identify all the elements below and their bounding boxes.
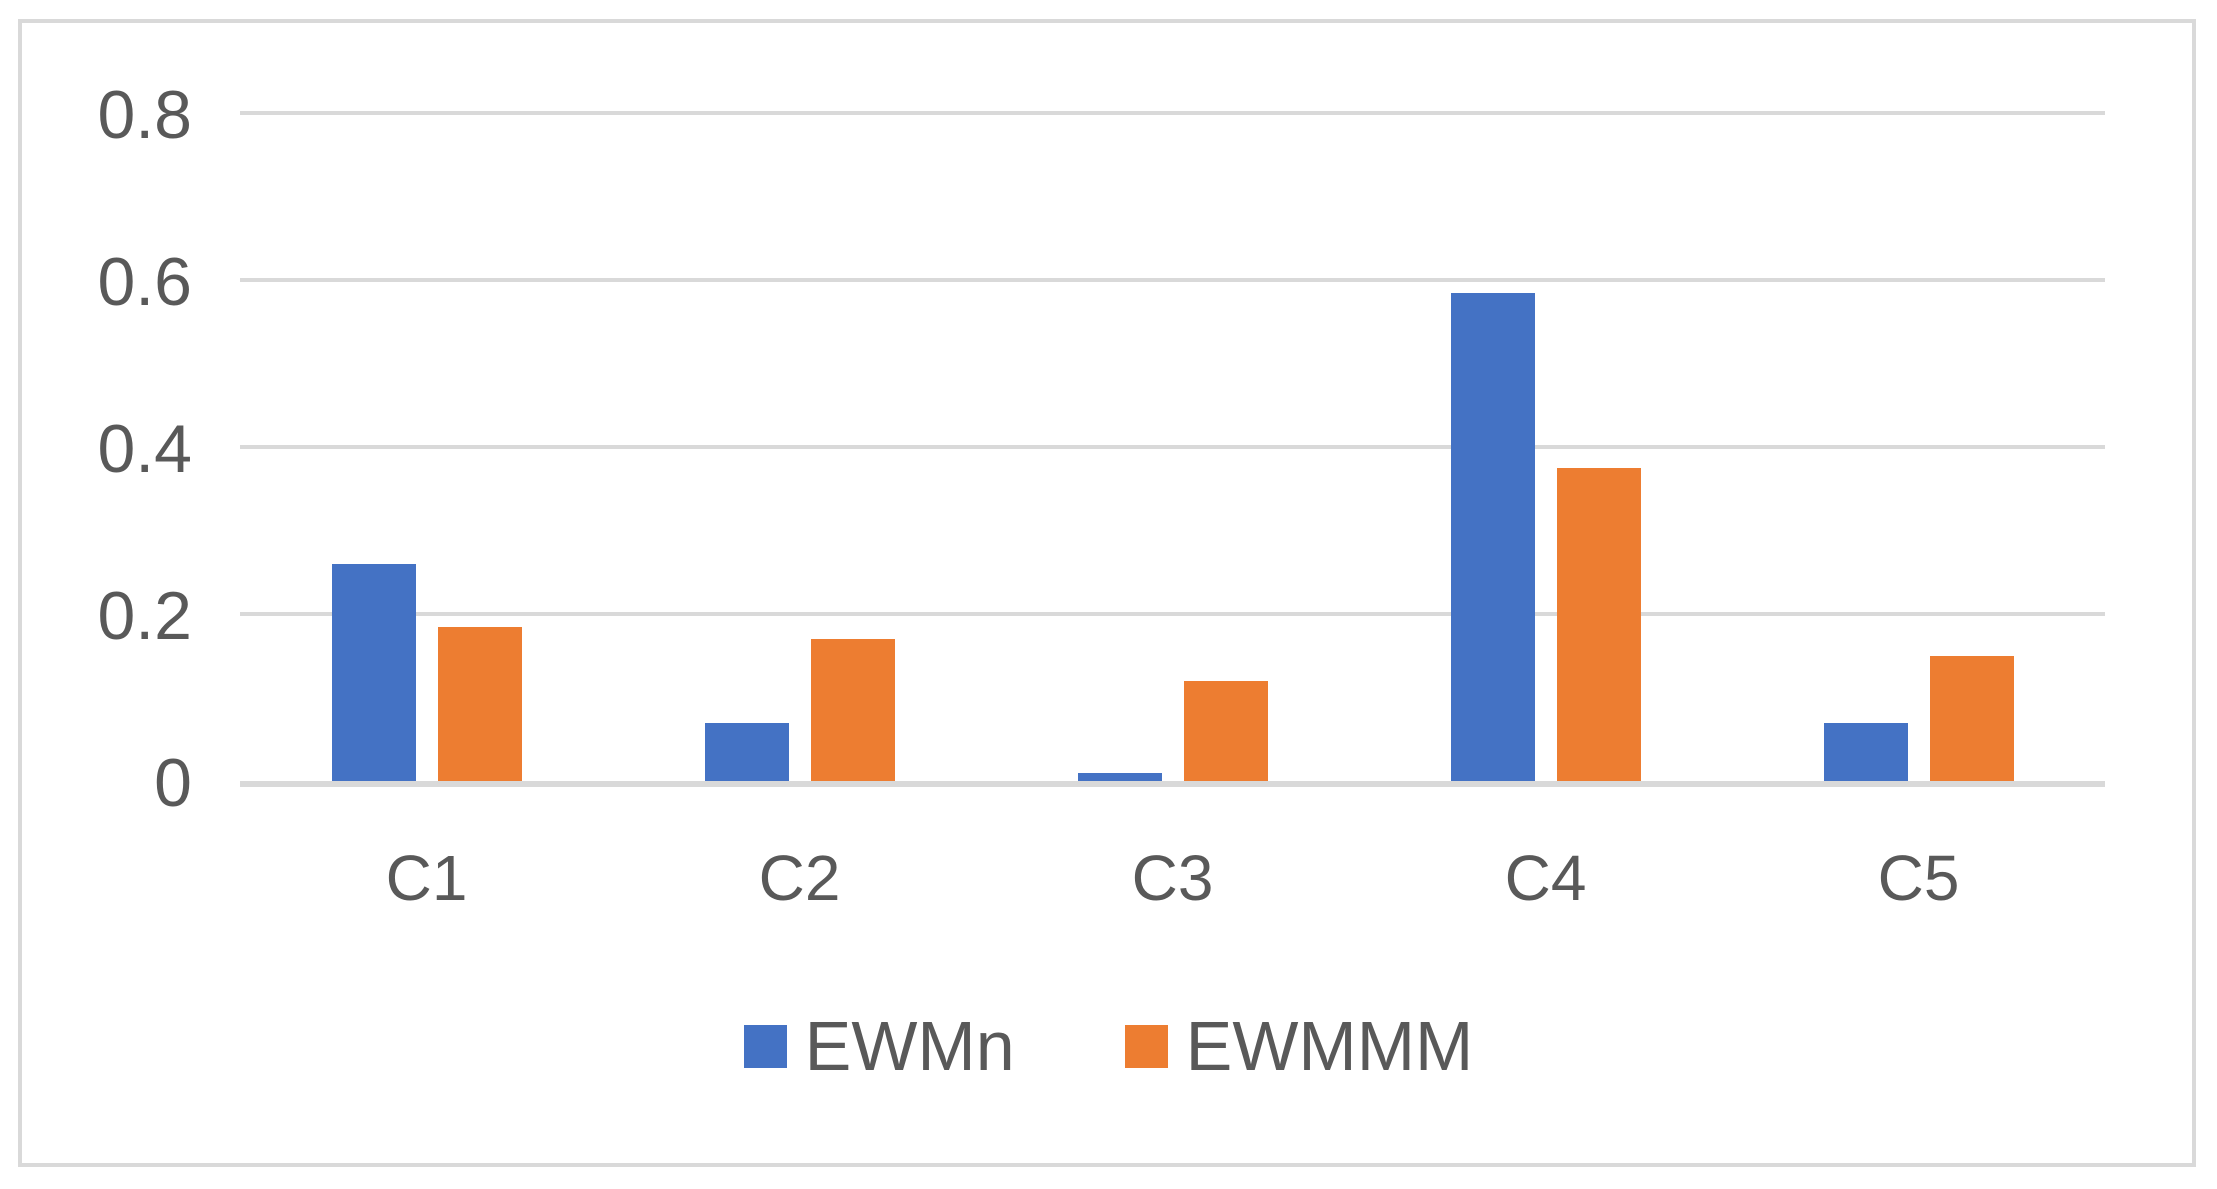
legend-label: EWMMM [1185, 1007, 1474, 1085]
legend-swatch-icon [743, 1024, 787, 1068]
gridline-0.8 [240, 111, 2105, 115]
y-tick-label-0: 0 [154, 745, 192, 821]
x-axis-line [240, 781, 2105, 787]
gridline-0.4 [240, 445, 2105, 449]
legend: EWMn EWMMM [0, 1011, 2217, 1081]
legend-swatch-icon [1124, 1024, 1168, 1068]
legend-item-EWMn: EWMn [743, 1007, 1015, 1085]
bar-EWMn-C1 [331, 563, 416, 781]
y-tick-label-0.6: 0.6 [97, 244, 192, 320]
legend-item-EWMMM: EWMMM [1124, 1007, 1474, 1085]
x-category-label-C3: C3 [1131, 842, 1214, 914]
bar-EWMMM-C3 [1183, 680, 1268, 781]
x-category-label-C5: C5 [1877, 842, 1960, 914]
bar-EWMn-C5 [1823, 722, 1908, 781]
legend-label: EWMn [804, 1007, 1015, 1085]
x-category-label-C1: C1 [385, 842, 468, 914]
gridline-0.6 [240, 278, 2105, 282]
bar-EWMMM-C2 [810, 639, 895, 781]
bar-EWMMM-C5 [1929, 655, 2014, 781]
gridline-0.2 [240, 612, 2105, 616]
bar-EWMMM-C4 [1556, 467, 1641, 781]
y-tick-label-0.4: 0.4 [97, 411, 192, 487]
bar-EWMMM-C1 [437, 626, 522, 781]
y-tick-label-0.8: 0.8 [97, 77, 192, 153]
x-category-label-C2: C2 [758, 842, 841, 914]
bar-EWMn-C4 [1450, 292, 1535, 781]
x-category-label-C4: C4 [1504, 842, 1587, 914]
plot-area [240, 111, 2105, 787]
bar-EWMn-C2 [704, 722, 789, 781]
y-tick-label-0.2: 0.2 [97, 578, 192, 654]
bar-EWMn-C3 [1077, 772, 1162, 781]
